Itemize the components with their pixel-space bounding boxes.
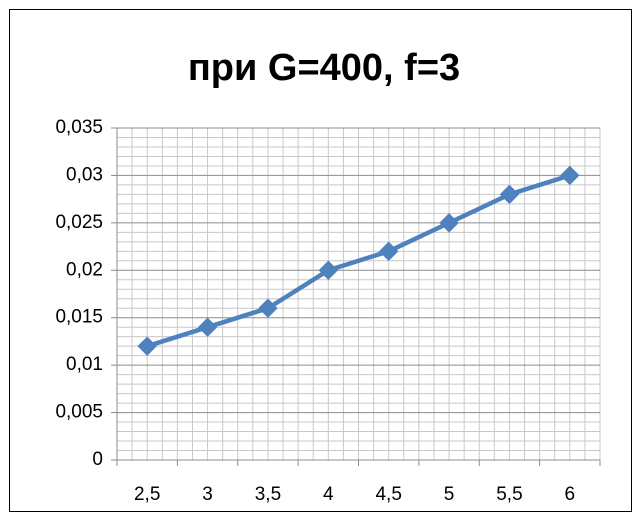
x-tick-label: 3 <box>202 484 213 505</box>
y-tick-label: 0,03 <box>66 164 103 185</box>
x-tick-label: 5,5 <box>496 484 522 505</box>
series-line <box>146 173 571 349</box>
chart-title: при G=400, f=3 <box>188 47 460 89</box>
x-tick-label: 4,5 <box>375 484 401 505</box>
y-tick-label: 0,01 <box>66 354 103 375</box>
data-point <box>439 213 459 233</box>
x-tick-label: 4 <box>323 484 334 505</box>
x-tick-label: 5 <box>444 484 455 505</box>
y-tick-label: 0,005 <box>55 402 103 423</box>
x-tick-label: 2,5 <box>134 484 160 505</box>
data-point <box>560 165 580 186</box>
data-point <box>318 260 339 280</box>
y-tick-label: 0,02 <box>66 259 103 280</box>
data-point <box>499 184 520 205</box>
data-point <box>378 241 399 262</box>
y-tick-label: 0 <box>92 449 103 470</box>
y-tick-label: 0,025 <box>55 212 103 233</box>
x-tick-label: 6 <box>565 484 576 505</box>
data-point <box>197 317 218 337</box>
data-point <box>258 298 278 318</box>
x-tick-label: 3,5 <box>255 484 281 505</box>
y-tick-label: 0,035 <box>55 117 103 138</box>
y-tick-label: 0,015 <box>55 307 103 328</box>
data-point <box>137 336 157 356</box>
